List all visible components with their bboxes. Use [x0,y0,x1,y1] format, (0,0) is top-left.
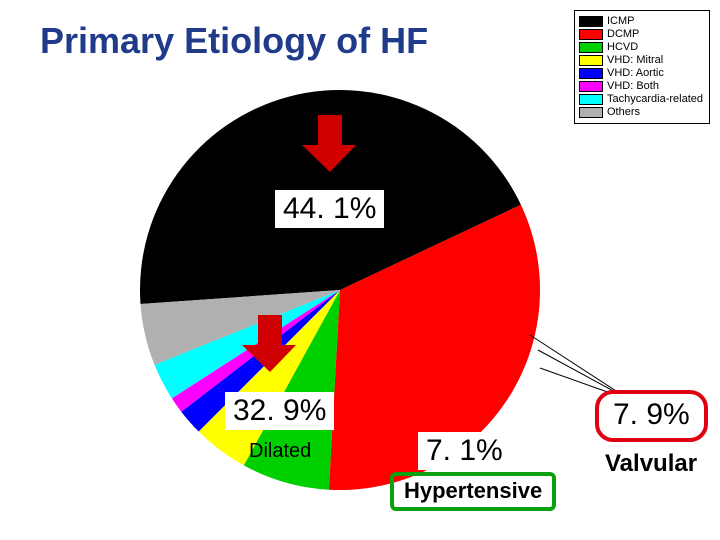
arrow-ischemic [300,110,360,180]
callout-valvular-label: Valvular [605,450,697,478]
callout-valvular-pct: 7. 9% [595,390,708,442]
arrow-dilated [240,310,300,380]
callout-hypertensive-label: Hypertensive [390,478,556,504]
callout-hypertensive-pct: 7. 1% [418,432,511,470]
ischemic-label: Ischemic [285,236,372,263]
dilated-pct: 32. 9% [225,392,334,430]
dilated-label: Dilated [245,438,315,465]
callout-ischemic: 44. 1% [275,190,384,228]
callout-dilated: 32. 9% [225,392,334,430]
ischemic-pct: 44. 1% [275,190,384,228]
